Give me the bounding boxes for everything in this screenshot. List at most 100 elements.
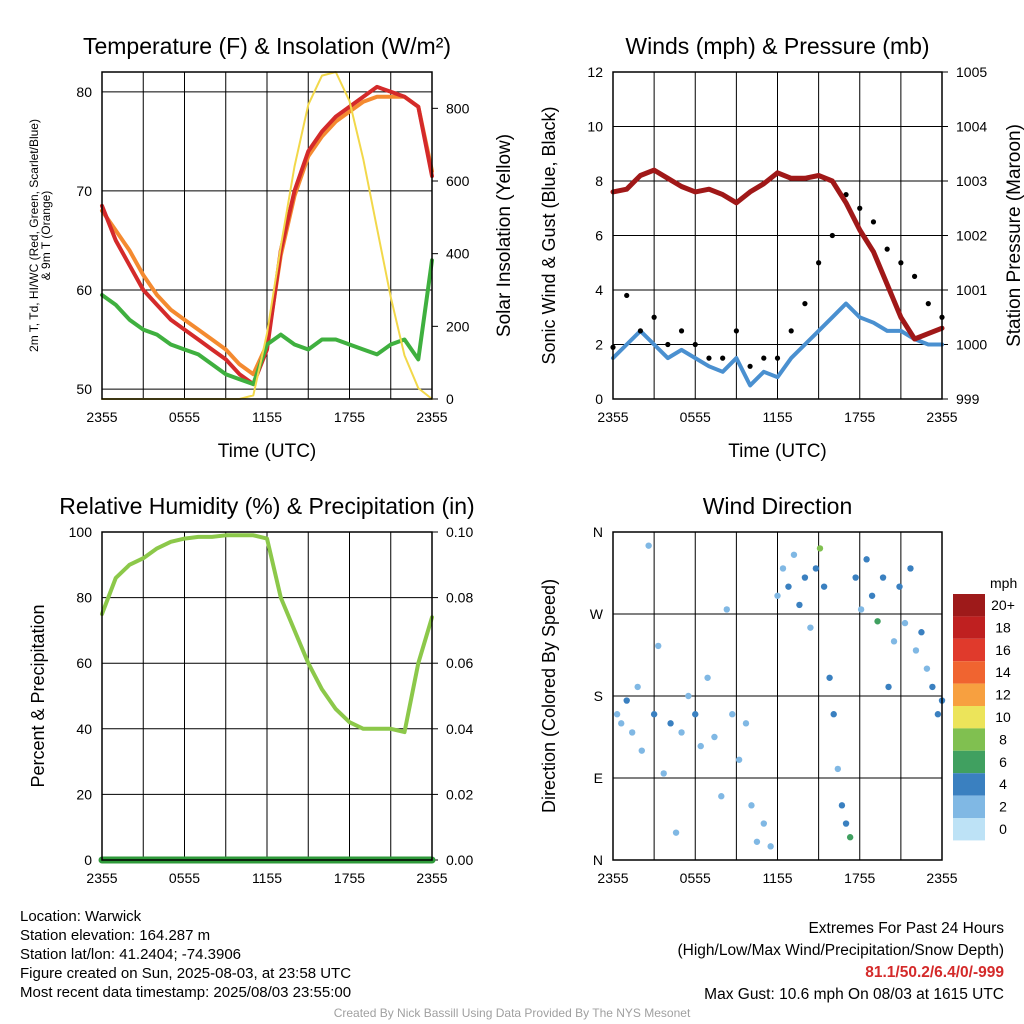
wind-direction-point [660, 770, 667, 777]
y-axis-label-left-line2: & 9m T (Orange) [39, 191, 53, 281]
y-tick-label-left: 80 [76, 84, 92, 100]
legend-label: 8 [999, 731, 1007, 747]
wind-direction-point [672, 829, 680, 836]
wind-direction-point [816, 545, 824, 552]
wind-direction-point [678, 729, 685, 736]
x-axis-label: Time (UTC) [728, 441, 827, 462]
wind-direction-point [826, 674, 833, 681]
y-tick-label-right: 1004 [956, 119, 987, 135]
wind-direction-point [685, 692, 692, 700]
wind-direction-panel: Wind Direction 2355 0555 1155 1755 2355 N E S W N D… [539, 493, 958, 886]
x-tick-label: 1155 [762, 409, 792, 425]
y-tick-label-right: 0.08 [446, 590, 473, 606]
wind-direction-point [774, 592, 781, 599]
wind-direction-point [874, 618, 881, 625]
wind-direction-point [634, 683, 641, 691]
x-tick-label: 2355 [926, 409, 957, 425]
panel-title: Relative Humidity (%) & Precipitation (i… [59, 493, 474, 519]
legend-label: 12 [995, 687, 1011, 703]
gust-point [884, 246, 890, 252]
y-tick-label-left: 12 [587, 64, 603, 80]
y-tick-label-right: 1000 [956, 337, 987, 353]
y-tick-label-left: S [594, 688, 603, 704]
station-pressure-series-line [610, 167, 945, 342]
y-tick-label-left: 80 [76, 590, 92, 606]
plot-frame [101, 71, 433, 400]
wind-direction-point [723, 606, 730, 613]
gust-point [898, 260, 904, 266]
winds-pressure-panel: Winds (mph) & Pressure (mb) 2355 0555 1155 1… [539, 33, 1024, 462]
wind-direction-point [890, 638, 898, 645]
legend-label: 14 [995, 664, 1011, 680]
wind-direction-point [638, 747, 645, 754]
legend-swatch [953, 728, 985, 751]
wind-direction-point [697, 742, 704, 750]
x-tick-label: 0555 [169, 870, 200, 886]
wind-direction-point [623, 697, 630, 704]
x-tick-label: 2355 [597, 870, 628, 886]
legend-label: 16 [995, 642, 1011, 658]
gust-point [911, 273, 918, 279]
legend-swatch [953, 638, 985, 662]
wind-direction-point [618, 720, 625, 727]
y-axis-label-left: Direction (Colored By Speed) [539, 579, 559, 813]
plot-frame [101, 531, 433, 861]
wind-direction-point [863, 556, 870, 563]
y-tick-label-left: 40 [76, 721, 92, 737]
wind-direction-point [704, 674, 711, 681]
y-tick-label-left: 2 [595, 337, 603, 353]
y-tick-label-right: 600 [446, 173, 470, 189]
legend-swatch [953, 795, 985, 818]
x-tick-label: 1755 [334, 870, 365, 886]
y-tick-label-right: 800 [446, 100, 470, 116]
legend-label: 10 [995, 709, 1011, 725]
y-axis-label-left: Sonic Wind & Gust (Blue, Black) [539, 106, 559, 364]
legend-swatch [953, 616, 985, 639]
wind-direction-point [896, 583, 903, 590]
y-tick-label-right: 0.04 [446, 721, 473, 737]
x-tick-label: 2355 [597, 409, 628, 425]
wind-direction-point [655, 642, 662, 650]
legend-label: 0 [999, 821, 1007, 837]
gust-point [637, 328, 644, 334]
panel-title: Temperature (F) & Insolation (W/m²) [83, 33, 451, 59]
max-gust-text: Max Gust: 10.6 mph On 08/03 at 1615 UTC [704, 986, 1004, 1003]
plot-frame [612, 531, 943, 861]
wind-direction-point [650, 711, 658, 718]
y-tick-label-left: 50 [76, 381, 92, 397]
legend-swatch [953, 750, 985, 774]
panel-title: Winds (mph) & Pressure (mb) [625, 33, 929, 59]
temperature-insolation-panel: Temperature (F) & Insolation (W/m²) 2355 0… [27, 33, 515, 462]
y-tick-label-right: 400 [446, 246, 470, 262]
wind-direction-point [820, 583, 828, 590]
y-axis-label-right: Station Pressure (Maroon) [1004, 124, 1024, 347]
relative-humidity-series-line [100, 533, 434, 735]
wind-direction-point [645, 542, 652, 549]
y-tick-label-left: E [594, 770, 603, 786]
plot-frame [612, 71, 943, 400]
y-axis-label-right: Solar Insolation (Yellow) [494, 134, 515, 337]
legend-swatch [953, 706, 985, 729]
wind-direction-point [628, 729, 636, 736]
x-tick-label: 1755 [844, 870, 875, 886]
wind-direction-point [801, 574, 809, 581]
wind-direction-point [868, 592, 876, 599]
latlon-text: Station lat/lon: 41.2404; -74.3906 [20, 946, 242, 963]
y-tick-label-left: 0 [84, 852, 92, 868]
y-tick-label-left: 6 [595, 228, 603, 244]
wind-direction-point [753, 838, 761, 845]
wind-direction-point [807, 624, 814, 631]
y-tick-label-right: 1001 [956, 282, 987, 298]
gust-point [651, 314, 657, 320]
gust-point [925, 301, 931, 307]
wind-direction-point [842, 820, 850, 827]
y-tick-label-left: W [590, 606, 604, 622]
wind-direction-point [812, 565, 820, 572]
gust-point [870, 219, 877, 225]
legend-label: 2 [999, 799, 1007, 815]
wind-direction-point [846, 834, 854, 841]
y-tick-label-right: 0.06 [446, 655, 473, 671]
y-tick-label-right: 0.00 [446, 852, 473, 868]
wind-direction-point [838, 802, 846, 809]
x-tick-label: 0555 [169, 409, 200, 425]
